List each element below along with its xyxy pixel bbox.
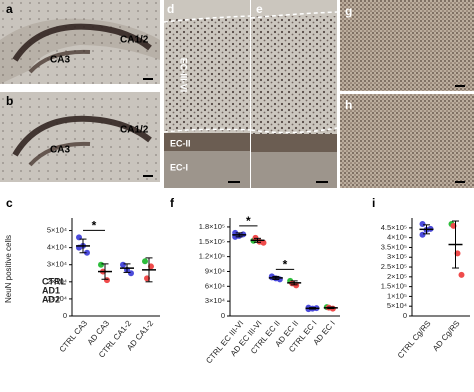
region-label: EC-I (170, 162, 188, 172)
region-label: CA3 (50, 145, 70, 156)
region-label: CA1/2 (120, 125, 149, 136)
y-tick-label: 3×10⁵ (387, 252, 407, 261)
micrograph-g (340, 0, 474, 91)
x-tick-label: CTRL Cg/RS (396, 319, 433, 360)
y-tick-label: 2×10⁵ (387, 272, 407, 281)
y-tick-label: 2.5×10⁵ (381, 262, 407, 271)
y-tick-label: 4.5×10⁵ (381, 223, 407, 232)
region-label: EC-III-VI (179, 58, 189, 93)
data-point (419, 231, 426, 238)
y-tick-label: 1.5×10⁵ (381, 282, 407, 291)
y-tick-label: 3×10⁴ (205, 296, 225, 305)
y-axis-title: NeuN positive cells (4, 235, 13, 303)
y-tick-label: 2×10⁴ (47, 277, 67, 286)
y-tick-label: 1.5×10⁵ (199, 237, 225, 246)
data-point (128, 270, 134, 277)
micrograph-d (163, 0, 251, 188)
y-tick-label: 1×10⁴ (47, 294, 67, 303)
legend-entry: CTRL (42, 276, 66, 286)
panel-letter: g (345, 4, 352, 18)
significance-label: * (92, 219, 97, 233)
data-point (84, 249, 90, 256)
region-label: EC-II (170, 138, 191, 148)
significance-label: * (246, 214, 251, 228)
data-point (142, 258, 148, 265)
y-tick-label: 4×10⁴ (47, 243, 67, 252)
region-label: CA1/2 (120, 35, 149, 46)
panel-letter: c (6, 196, 13, 210)
significance-label: * (283, 258, 288, 272)
data-point (458, 271, 465, 278)
micrograph-b (0, 92, 160, 182)
y-tick-label: 0 (63, 311, 67, 320)
region-label: CA3 (50, 55, 70, 66)
panel-letter: h (345, 98, 352, 112)
data-point (260, 239, 267, 246)
panel-letter: i (372, 196, 375, 210)
data-point (419, 220, 426, 227)
legend-entry: AD1 (42, 285, 60, 295)
y-tick-label: 3.5×10⁵ (381, 242, 407, 251)
micrograph-h (340, 94, 474, 188)
y-tick-label: 0 (221, 311, 225, 320)
micrograph-a (0, 0, 160, 85)
y-tick-label: 5×10⁴ (47, 226, 67, 235)
data-point (120, 261, 126, 268)
y-tick-label: 3×10⁴ (47, 260, 67, 269)
y-tick-label: 9×10⁴ (205, 266, 225, 275)
x-tick-label: AD Cg/RS (431, 319, 462, 353)
legend-entry: AD2 (42, 294, 60, 304)
y-tick-label: 5×10⁴ (387, 301, 407, 310)
y-tick-label: 0 (403, 311, 407, 320)
y-tick-label: 1×10⁵ (387, 291, 407, 300)
panel-letter: d (167, 2, 174, 16)
y-tick-label: 1.2×10⁵ (199, 252, 225, 261)
panel-letter: a (6, 2, 13, 16)
y-tick-label: 6×10⁴ (205, 281, 225, 290)
panel-letter: e (256, 2, 263, 16)
micrograph-e (250, 0, 338, 188)
y-tick-label: 4×10⁵ (387, 233, 407, 242)
panel-letter: f (170, 196, 175, 210)
data-point (98, 261, 104, 268)
panel-letter: b (6, 94, 13, 108)
x-tick-label: CTRL CA3 (58, 318, 90, 354)
y-tick-label: 1.8×10⁵ (199, 222, 225, 231)
